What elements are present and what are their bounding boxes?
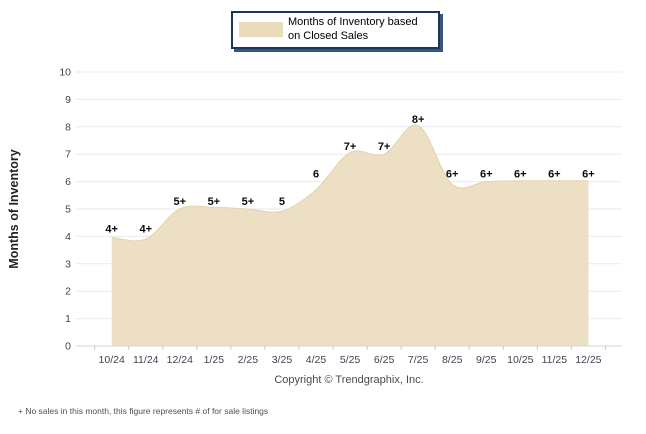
legend: Months of Inventory based on Closed Sale… [231, 11, 440, 49]
data-label: 5+ [242, 196, 255, 208]
data-label: 4+ [139, 223, 152, 235]
y-tick-label: 7 [65, 149, 71, 161]
y-tick-label: 10 [59, 67, 71, 79]
legend-label: Months of Inventory based on Closed Sale… [288, 16, 418, 42]
y-tick-label: 1 [65, 313, 71, 325]
data-label: 6 [313, 169, 319, 181]
x-tick-label: 8/25 [442, 354, 463, 366]
x-tick-label: 11/24 [133, 354, 159, 366]
y-tick-label: 3 [65, 258, 71, 270]
data-label: 5+ [208, 196, 221, 208]
y-tick-label: 0 [65, 341, 71, 353]
x-tick-label: 6/25 [374, 354, 395, 366]
data-label: 7+ [344, 141, 357, 153]
data-label: 8+ [412, 114, 425, 126]
x-tick-label: 10/24 [99, 354, 125, 366]
data-label: 6+ [480, 169, 493, 181]
y-axis-title: Months of Inventory [7, 149, 21, 268]
legend-swatch-closed-sales [239, 22, 283, 38]
y-tick-label: 6 [65, 176, 71, 188]
data-label: 5 [279, 196, 285, 208]
area-outline [111, 124, 589, 242]
data-label: 6+ [446, 169, 459, 181]
data-label: 6+ [514, 169, 527, 181]
y-tick-label: 5 [65, 204, 71, 216]
x-tick-label: 12/24 [167, 354, 193, 366]
data-label: 7+ [378, 141, 391, 153]
footnote-text: + No sales in this month, this figure re… [18, 406, 269, 416]
x-tick-label: 5/25 [340, 354, 361, 366]
y-tick-label: 8 [65, 121, 71, 133]
x-tick-label: 3/25 [272, 354, 293, 366]
x-tick-label: 9/25 [476, 354, 497, 366]
data-label: 6+ [548, 169, 561, 181]
copyright-text: Copyright © Trendgraphix, Inc. [274, 374, 424, 386]
area-fill [111, 124, 589, 346]
x-tick-label: 10/25 [507, 354, 533, 366]
x-tick-label: 2/25 [238, 354, 259, 366]
y-tick-label: 4 [65, 231, 71, 243]
x-tick-label: 1/25 [204, 354, 225, 366]
x-tick-label: 12/25 [575, 354, 601, 366]
x-tick-label: 11/25 [542, 354, 568, 366]
data-label: 5+ [174, 196, 187, 208]
data-label: 4+ [105, 223, 118, 235]
x-tick-label: 4/25 [306, 354, 327, 366]
data-label: 6+ [582, 169, 595, 181]
x-tick-label: 7/25 [408, 354, 429, 366]
y-tick-label: 9 [65, 94, 71, 106]
y-tick-label: 2 [65, 286, 71, 298]
